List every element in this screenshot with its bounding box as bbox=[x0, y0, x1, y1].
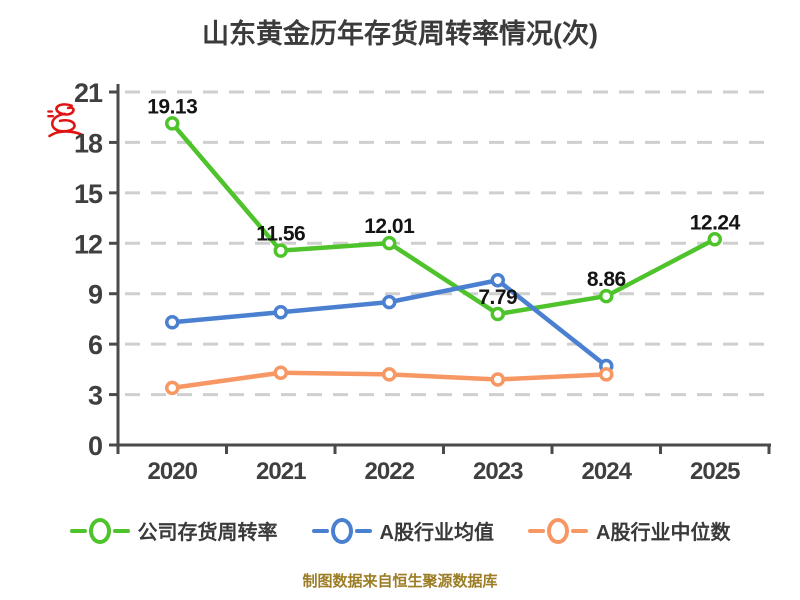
legend-marker-orange-icon bbox=[547, 517, 569, 544]
svg-text:9: 9 bbox=[88, 280, 103, 310]
legend-line-right bbox=[112, 528, 130, 533]
data-source-note: 制图数据来自恒生聚源数据库 bbox=[302, 573, 498, 590]
svg-text:2021: 2021 bbox=[256, 458, 306, 485]
legend-marker-green-icon bbox=[88, 517, 111, 544]
chart-legend: 公司存货周转率 A股行业均值 A股行业中位数 bbox=[0, 516, 800, 545]
svg-text:7.79: 7.79 bbox=[478, 286, 517, 309]
svg-text:2024: 2024 bbox=[582, 458, 633, 485]
legend-item-industry-mean: A股行业均值 bbox=[311, 516, 494, 545]
red-scribble-mark-icon bbox=[47, 103, 84, 138]
legend-item-industry-median: A股行业中位数 bbox=[528, 516, 730, 545]
svg-text:12.01: 12.01 bbox=[364, 215, 415, 238]
page-title: 山东黄金历年存货周转率情况(次) bbox=[202, 19, 598, 49]
svg-text:19.13: 19.13 bbox=[147, 95, 197, 118]
legend-label: A股行业均值 bbox=[379, 522, 494, 544]
svg-text:2020: 2020 bbox=[148, 458, 198, 485]
legend-line-left bbox=[311, 528, 329, 533]
legend-line-left bbox=[528, 528, 545, 533]
svg-text:2022: 2022 bbox=[365, 458, 415, 485]
svg-text:12: 12 bbox=[74, 229, 102, 259]
legend-line-right bbox=[354, 528, 372, 533]
svg-text:15: 15 bbox=[74, 179, 103, 209]
legend-label: 公司存货周转率 bbox=[137, 522, 278, 544]
svg-text:8.86: 8.86 bbox=[587, 268, 626, 291]
svg-text:0: 0 bbox=[88, 431, 102, 461]
legend-marker-blue-icon bbox=[330, 517, 353, 544]
svg-text:12.24: 12.24 bbox=[690, 211, 741, 234]
svg-text:2025: 2025 bbox=[690, 458, 740, 485]
svg-text:11.56: 11.56 bbox=[256, 223, 305, 246]
legend-item-company-turnover: 公司存货周转率 bbox=[69, 516, 278, 545]
svg-text:2023: 2023 bbox=[473, 458, 523, 485]
legend-line-left bbox=[69, 528, 87, 533]
svg-text:3: 3 bbox=[88, 381, 103, 411]
legend-line-right bbox=[571, 528, 588, 533]
svg-text:18: 18 bbox=[74, 128, 103, 158]
svg-text:21: 21 bbox=[74, 78, 103, 108]
legend-label: A股行业中位数 bbox=[596, 522, 731, 544]
svg-text:6: 6 bbox=[88, 330, 103, 360]
